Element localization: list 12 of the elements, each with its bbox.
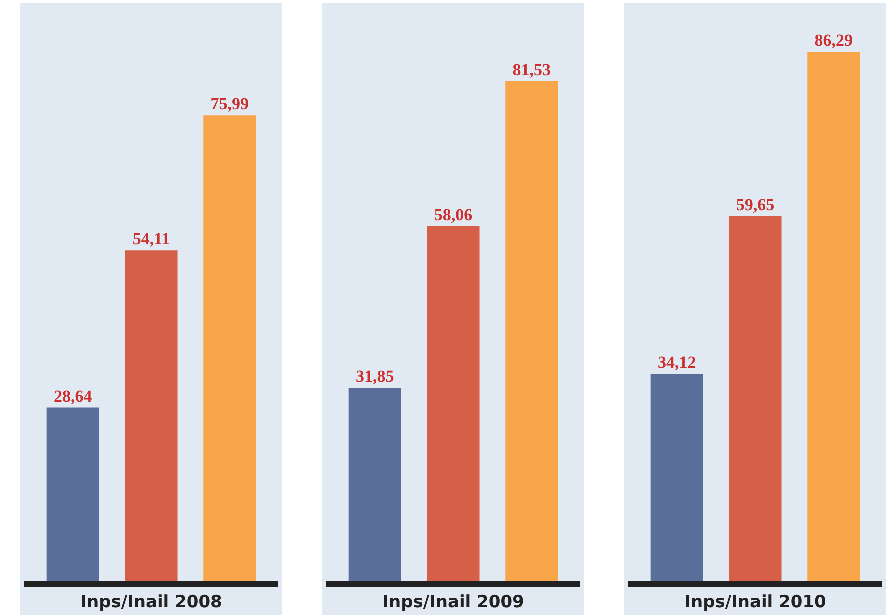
x-axis-title: Inps/Inail 2009 — [382, 592, 524, 612]
x-axis-title: Inps/Inail 2010 — [684, 592, 827, 612]
data-label: 81,53 — [512, 60, 552, 80]
data-label: 31,85 — [356, 366, 394, 386]
data-label: 54,11 — [132, 230, 170, 249]
data-label: 28,64 — [54, 386, 93, 406]
data-label: 75,99 — [210, 94, 250, 114]
data-label: 86,29 — [814, 31, 854, 50]
x-axis-title: Inps/Inail 2008 — [80, 592, 222, 612]
data-label: 59,65 — [736, 195, 775, 214]
data-label: 34,12 — [658, 352, 696, 372]
data-label: 58,06 — [434, 205, 473, 224]
